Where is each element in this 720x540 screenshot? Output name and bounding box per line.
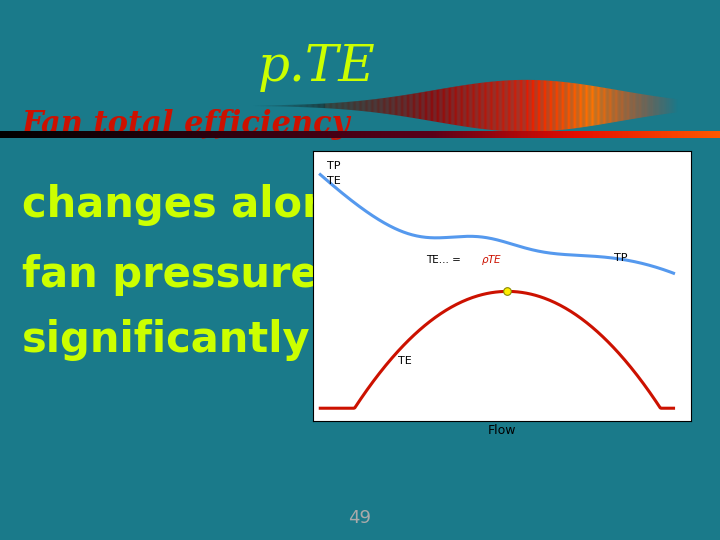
X-axis label: Flow: Flow [488, 424, 516, 437]
Text: Fan total efficiency: Fan total efficiency [22, 109, 350, 140]
Text: TP: TP [328, 161, 341, 171]
Text: significantly: significantly [22, 319, 310, 361]
Text: changes along the: changes along the [22, 184, 454, 226]
Text: p.TE: p.TE [258, 43, 376, 92]
Text: TE... =: TE... = [426, 255, 464, 265]
Text: TE: TE [398, 356, 412, 366]
Text: TE: TE [328, 176, 341, 186]
Text: $\rho$TE: $\rho$TE [481, 253, 503, 267]
Text: fan pressure curve: fan pressure curve [22, 254, 463, 296]
Text: TP: TP [614, 253, 628, 263]
Text: 49: 49 [348, 509, 372, 528]
